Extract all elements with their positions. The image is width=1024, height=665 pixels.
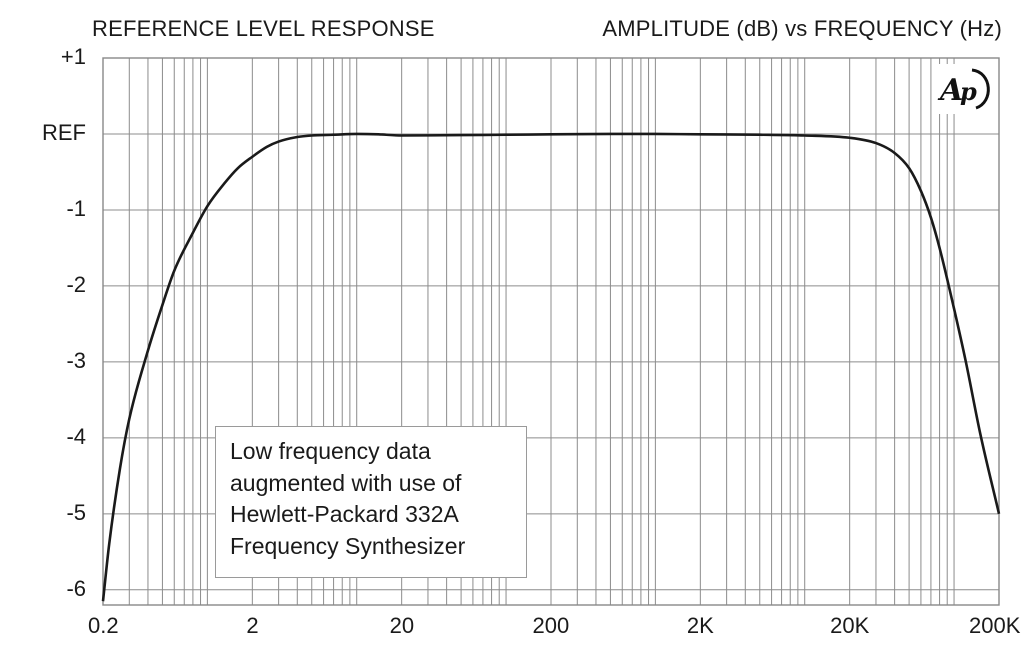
chart-title-left: REFERENCE LEVEL RESPONSE [92, 16, 435, 41]
x-tick-label: 20K [830, 613, 870, 638]
x-tick-label: 0.2 [88, 613, 119, 638]
y-tick-label: -6 [66, 575, 86, 601]
y-tick-label: -4 [66, 423, 86, 449]
y-tick-label: +1 [60, 44, 86, 69]
plot-frame [102, 57, 1000, 606]
y-tick-label: -1 [66, 195, 86, 221]
y-tick-label: -5 [66, 499, 86, 525]
y-tick-label: -3 [66, 347, 86, 373]
y-tick-label: REF [42, 119, 86, 145]
annotation-text: Low frequency data augmented with use of… [230, 438, 466, 559]
x-tick-label: 200K [969, 613, 1021, 638]
y-tick-label: -2 [66, 271, 86, 297]
chart-title-right: AMPLITUDE (dB) vs FREQUENCY (Hz) [602, 16, 1002, 41]
x-tick-label: 200 [532, 613, 570, 638]
series-line-response [101, 132, 1001, 602]
annotation-box: Low frequency data augmented with use of… [215, 426, 527, 578]
ap-logo: A p [932, 64, 998, 114]
x-tick-label: 20 [389, 613, 415, 638]
svg-text:A: A [937, 73, 963, 108]
x-tick-label: 2K [686, 613, 714, 638]
x-tick-label: 2 [246, 613, 259, 638]
svg-text:p: p [960, 77, 977, 106]
